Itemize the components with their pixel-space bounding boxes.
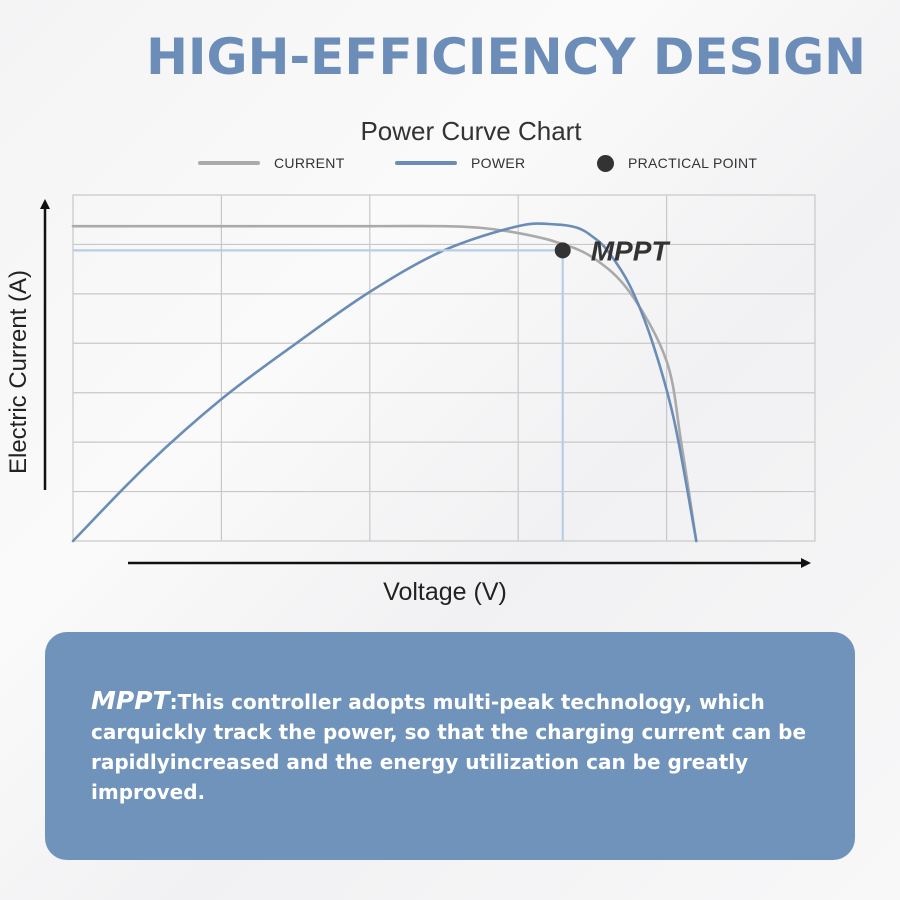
- chart-practical-point: MPPT: [73, 235, 671, 541]
- mppt-info-box: MPPT:This controller adopts multi-peak t…: [45, 632, 855, 860]
- power-curve-chart: MPPT Voltage (V) Electric Current (A): [5, 194, 816, 606]
- series-current-line: [71, 224, 698, 543]
- legend-item-practical-point: PRACTICAL POINT: [597, 152, 757, 174]
- legend-practical-point-dot: [597, 154, 614, 172]
- legend-item-current: CURRENT: [198, 152, 345, 174]
- series-power-line: [71, 222, 698, 543]
- page-headline: HIGH-EFFICIENCY DESIGN: [146, 28, 866, 86]
- mppt-description: MPPT:This controller adopts multi-peak t…: [91, 686, 815, 807]
- chart-title: Power Curve Chart: [360, 116, 582, 146]
- y-axis-label: Electric Current (A): [5, 270, 32, 474]
- legend-current-label: CURRENT: [274, 155, 345, 171]
- legend-current-swatch: [198, 161, 260, 165]
- legend-power-swatch: [395, 161, 457, 165]
- chart-series: [71, 222, 698, 543]
- mppt-point-label: MPPT: [591, 235, 672, 266]
- legend-item-power: POWER: [395, 152, 525, 174]
- chart-grid: [72, 194, 816, 542]
- mppt-point-dot: [554, 242, 571, 259]
- mppt-description-text: :This controller adopts multi-peak techn…: [91, 690, 807, 804]
- legend-practical-point-label: PRACTICAL POINT: [628, 155, 758, 171]
- x-axis-label: Voltage (V): [383, 578, 507, 606]
- mppt-keyword: MPPT: [91, 686, 170, 715]
- grid-frame: [72, 194, 816, 542]
- chart-legend: CURRENT POWER PRACTICAL POINT: [0, 152, 900, 174]
- legend-power-label: POWER: [471, 155, 526, 171]
- chart-axes: [40, 199, 811, 568]
